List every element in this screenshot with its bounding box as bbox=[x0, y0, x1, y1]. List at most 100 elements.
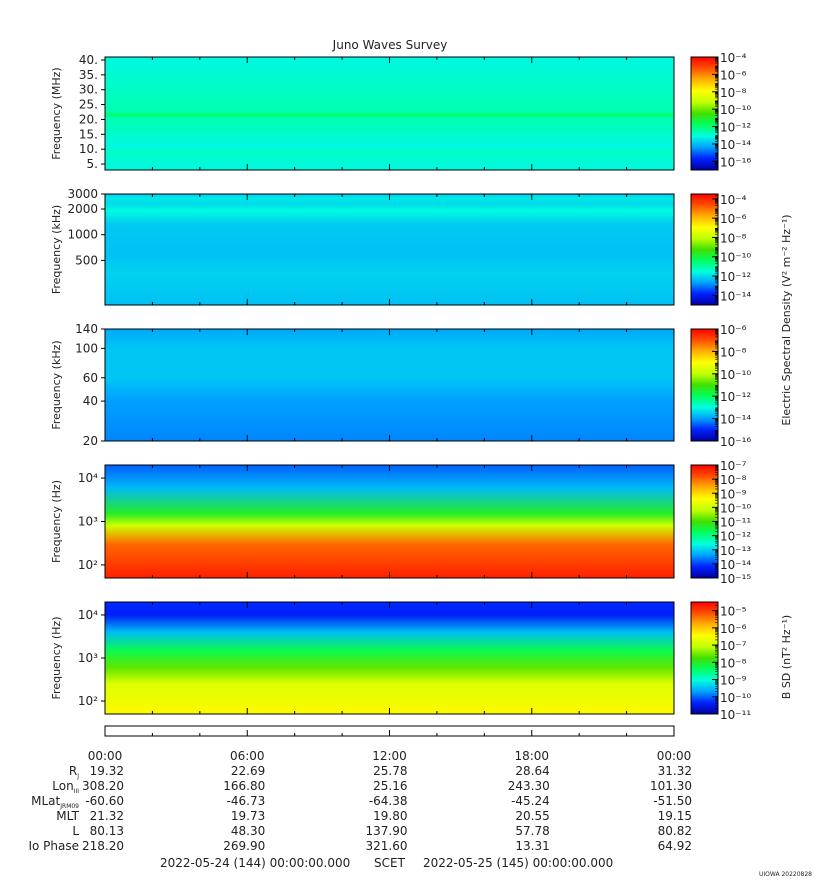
colorbar-tick-label: 10⁻¹⁴ bbox=[720, 289, 751, 303]
ephemeris-value: 80.13 bbox=[90, 824, 124, 838]
ephemeris-value: 64.92 bbox=[658, 839, 692, 853]
colorbar-tick-label: 10⁻⁶ bbox=[720, 68, 747, 82]
colorbar-tick-label: 10⁻¹² bbox=[720, 121, 751, 135]
y-tick-label: 40 bbox=[83, 394, 98, 408]
ephemeris-row-label: MLT bbox=[56, 809, 79, 823]
ephemeris-value: 48.30 bbox=[231, 824, 265, 838]
colorbar: 10⁻⁶ 10⁻⁸ 10⁻¹⁰ 10⁻¹² 10⁻¹⁴ 10⁻¹⁶ bbox=[690, 323, 751, 449]
colorbar-tick-label: 10⁻⁷ bbox=[720, 459, 747, 473]
footer-end-time: 2022-05-25 (145) 00:00:00.000 bbox=[423, 856, 613, 870]
ephemeris-value: -51.50 bbox=[653, 794, 692, 808]
colorbar-tick-label: 10⁻¹⁰ bbox=[720, 368, 751, 382]
ephemeris-row-label: L bbox=[72, 824, 79, 838]
y-tick-label: 30. bbox=[79, 83, 98, 97]
footer-credit: UIOWA 20220828 bbox=[759, 871, 812, 878]
colorbar-tick-label: 10⁻⁹ bbox=[720, 674, 747, 688]
colorbar-tick-label: 10⁻¹⁴ bbox=[720, 413, 751, 427]
ephemeris-value: 321.60 bbox=[366, 839, 408, 853]
spectrogram-panel-3: 20 40 60 100 140 Frequency (kHz) 10⁻⁶ 10⁻⁸ 10⁻¹⁰… bbox=[50, 322, 751, 449]
time-label: 00:00 bbox=[88, 749, 123, 763]
ephemeris-value: 31.32 bbox=[658, 764, 692, 778]
figure-title: Juno Waves Survey bbox=[332, 38, 448, 52]
colorbar-gradient bbox=[691, 329, 718, 441]
y-tick-label: 10⁴ bbox=[78, 471, 98, 485]
colorbar-frame bbox=[690, 328, 719, 442]
ephemeris-value: 137.90 bbox=[366, 824, 408, 838]
ephemeris-value: -64.38 bbox=[369, 794, 408, 808]
colorbar: 10⁻⁴ 10⁻⁶ 10⁻⁸ 10⁻¹⁰ 10⁻¹² 10⁻¹⁴ bbox=[690, 193, 751, 306]
colorbar-gradient bbox=[691, 57, 718, 170]
ephemeris-value: 166.80 bbox=[223, 779, 265, 793]
colorbar-tick-label: 10⁻⁸ bbox=[720, 231, 747, 245]
ephemeris-row-label: Io Phase bbox=[28, 839, 79, 853]
colorbar-tick-label: 10⁻⁸ bbox=[720, 656, 747, 670]
colorbar: 10⁻⁷10⁻⁸10⁻⁹10⁻¹⁰10⁻¹¹10⁻¹²10⁻¹³10⁻¹⁴10⁻… bbox=[690, 459, 751, 586]
ephemeris-value: 19.15 bbox=[658, 809, 692, 823]
colorbar-tick-label: 10⁻¹⁰ bbox=[720, 501, 751, 515]
y-axis-label: Frequency (Hz) bbox=[50, 617, 63, 700]
colorbar-tick-label: 10⁻¹³ bbox=[720, 544, 751, 558]
y-tick-label: 60 bbox=[83, 371, 98, 385]
ephemeris-row-label: LonIII bbox=[52, 779, 79, 795]
colorbar-tick-label: 10⁻⁶ bbox=[720, 323, 747, 337]
ephemeris-value: 13.31 bbox=[515, 839, 549, 853]
y-tick-label: 35. bbox=[79, 68, 98, 82]
y-tick-label: 15. bbox=[79, 127, 98, 141]
colorbar-tick-label: 10⁻¹⁶ bbox=[720, 435, 751, 449]
y-tick-label: 10. bbox=[79, 142, 98, 156]
ephemeris-value: 19.32 bbox=[90, 764, 124, 778]
y-tick-label: 10³ bbox=[78, 651, 98, 665]
ephemeris-value: 57.78 bbox=[515, 824, 549, 838]
spectrogram-image bbox=[105, 57, 674, 170]
ephemeris-value: -46.73 bbox=[227, 794, 266, 808]
colorbar-tick-label: 10⁻¹² bbox=[720, 270, 751, 284]
y-axis-label: Frequency (Hz) bbox=[50, 480, 63, 563]
colorbar-tick-label: 10⁻¹² bbox=[720, 390, 751, 404]
y-tick-label: 500 bbox=[75, 253, 98, 267]
y-tick-label: 1000 bbox=[67, 228, 98, 242]
ephemeris-value: 218.20 bbox=[82, 839, 124, 853]
y-tick-label: 100 bbox=[75, 341, 98, 355]
y-tick-label: 140 bbox=[75, 322, 98, 336]
colorbar-tick-label: 10⁻¹¹ bbox=[720, 516, 751, 530]
spectrogram-panels: 5.10.15.20.25.30.35.40. Frequency (MHz) 10… bbox=[50, 51, 751, 722]
footer-start-time: 2022-05-24 (144) 00:00:00.000 bbox=[160, 856, 350, 870]
colorbar-tick-label: 10⁻⁶ bbox=[720, 212, 747, 226]
y-tick-label: 10² bbox=[78, 558, 98, 572]
y-axis-label: Frequency (kHz) bbox=[50, 340, 63, 429]
colorbar-tick-label: 10⁻¹⁶ bbox=[720, 155, 751, 169]
y-tick-label: 10² bbox=[78, 694, 98, 708]
ephemeris-value: -60.60 bbox=[85, 794, 124, 808]
colorbar-tick-label: 10⁻¹⁴ bbox=[720, 558, 751, 572]
y-tick-label: 10³ bbox=[78, 515, 98, 529]
y-tick-label: 10⁴ bbox=[78, 608, 98, 622]
y-tick-label: 40. bbox=[79, 53, 98, 67]
colorbar-tick-label: 10⁻⁸ bbox=[720, 345, 747, 359]
time-axis bbox=[104, 725, 675, 737]
ephemeris-value: 243.30 bbox=[508, 779, 550, 793]
colorbar-frame bbox=[690, 601, 719, 715]
colorbar-tick-label: 10⁻⁶ bbox=[720, 622, 747, 636]
time-label: 18:00 bbox=[514, 749, 549, 763]
magnetic-colorbar-label: B SD (nT² Hz⁻¹) bbox=[780, 615, 793, 699]
ephemeris-value: -45.24 bbox=[511, 794, 550, 808]
y-tick-label: 5. bbox=[87, 157, 98, 171]
ephemeris-value: 22.69 bbox=[231, 764, 265, 778]
spectrogram-image bbox=[105, 602, 674, 714]
y-tick-label: 20. bbox=[79, 112, 98, 126]
colorbar-tick-label: 10⁻⁵ bbox=[720, 605, 747, 619]
colorbar-tick-label: 10⁻⁴ bbox=[720, 193, 747, 207]
y-axis-label: Frequency (MHz) bbox=[50, 67, 63, 159]
y-tick-label: 3000 bbox=[67, 187, 98, 201]
time-label: 00:00 bbox=[657, 749, 692, 763]
ephemeris-value: 101.30 bbox=[650, 779, 692, 793]
ephemeris-value: 20.55 bbox=[515, 809, 549, 823]
time-label: 06:00 bbox=[230, 749, 265, 763]
ephemeris-value: 269.90 bbox=[223, 839, 265, 853]
colorbar-tick-label: 10⁻⁴ bbox=[720, 51, 747, 65]
electric-colorbar-label: Electric Spectral Density (V² m⁻² Hz⁻¹) bbox=[780, 214, 793, 425]
colorbar-gradient bbox=[691, 602, 718, 714]
ephemeris-value: 21.32 bbox=[90, 809, 124, 823]
spectrogram-image bbox=[105, 194, 674, 305]
